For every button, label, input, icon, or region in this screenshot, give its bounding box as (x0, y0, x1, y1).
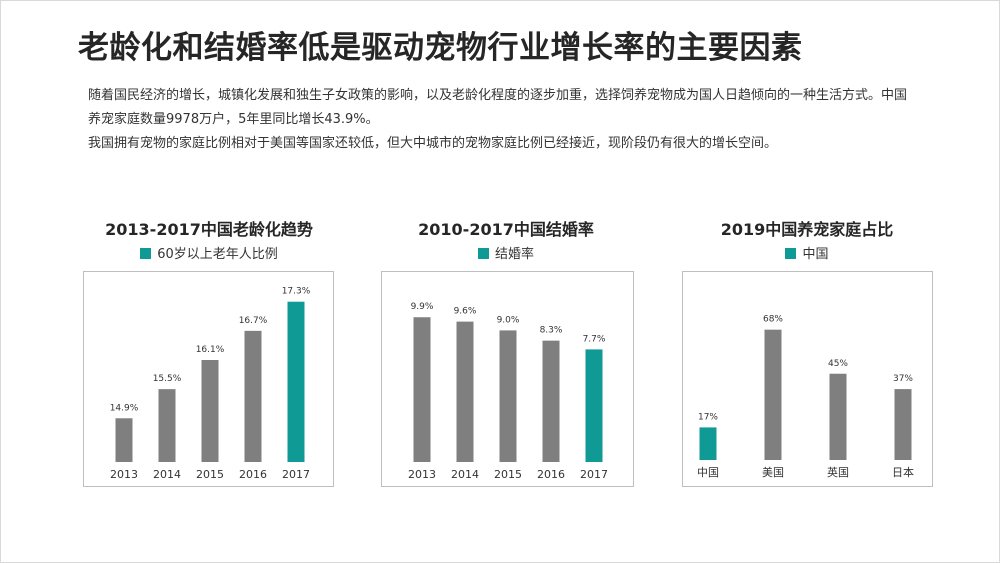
x-tick-label: 英国 (827, 465, 849, 479)
x-tick-label: 2014 (153, 468, 181, 481)
chart-2-legend: 结婚率 (381, 243, 631, 262)
bar-日本 (894, 389, 912, 460)
legend-swatch (477, 248, 489, 259)
chart-1-legend-label: 60岁以上老年人比例 (157, 247, 278, 262)
data-label: 16.7% (239, 316, 268, 326)
x-tick-label: 2015 (494, 468, 522, 481)
bar-2014 (456, 321, 474, 462)
chart-1-plot: 14.9% 2013 15.5% 2014 16.1% 2015 16.7% 2016 17.3… (110, 287, 311, 481)
data-label: 37% (893, 374, 913, 384)
bar-2015 (499, 330, 517, 462)
bar-中国 (699, 427, 717, 460)
intro-paragraph: 随着国民经济的增长，城镇化发展和独生子女政策的影响，以及老龄化程度的逐步加重，选… (88, 88, 908, 127)
chart-2-plot: 9.9% 2013 9.6% 2014 9.0% 2015 8.3% 2016 7.7% 2017 (408, 302, 608, 481)
chart-3-legend: 中国 (682, 243, 932, 262)
chart-1-legend: 60岁以上老年人比例 (84, 243, 334, 262)
data-label: 17.3% (282, 287, 311, 297)
bar-2017 (585, 349, 603, 462)
chart-2-title: 2010-2017中国结婚率 (418, 220, 594, 239)
chart-1-title: 2013-2017中国老龄化趋势 (105, 220, 313, 239)
x-tick-label: 中国 (697, 466, 719, 479)
bar-2014 (158, 389, 176, 462)
x-tick-label: 2017 (282, 468, 310, 481)
chart-3-legend-label: 中国 (802, 247, 829, 262)
legend-swatch (785, 248, 797, 259)
chart-3-plot: 17% 中国 68% 美国 45% 英国 37% 日本 (697, 315, 914, 479)
bar-英国 (829, 373, 847, 460)
data-label: 16.1% (196, 345, 225, 355)
chart-2-box: 9.9% 2013 9.6% 2014 9.0% 2015 8.3% 2016 7.7% 2017 (381, 271, 634, 487)
bar-2016 (244, 330, 262, 462)
chart-1-box: 14.9% 2013 15.5% 2014 16.1% 2015 16.7% 2016 17.3… (83, 271, 334, 487)
data-label: 9.9% (411, 302, 434, 312)
comparison-paragraph: 我国拥有宠物的家庭比例相对于美国等国家还较低，但大中城市的宠物家庭比例已经接近，… (88, 136, 778, 151)
data-label: 9.6% (454, 307, 477, 317)
data-label: 14.9% (110, 403, 139, 413)
bar-2017 (287, 301, 305, 462)
data-label: 45% (828, 359, 848, 369)
data-label: 68% (763, 315, 783, 325)
x-tick-label: 2013 (408, 468, 436, 481)
x-tick-label: 2017 (580, 468, 608, 481)
x-tick-label: 2016 (537, 468, 565, 481)
bar-美国 (764, 329, 782, 460)
data-label: 9.0% (497, 315, 520, 325)
data-label: 17% (698, 412, 718, 422)
data-label: 8.3% (540, 326, 563, 336)
bar-2013 (413, 317, 431, 462)
x-tick-label: 2015 (196, 468, 224, 481)
bar-2015 (201, 360, 219, 462)
legend-swatch (140, 248, 152, 259)
chart-3-title: 2019中国养宠家庭占比 (720, 220, 894, 239)
x-tick-label: 2013 (110, 468, 138, 481)
x-tick-label: 美国 (762, 466, 784, 479)
x-tick-label: 日本 (892, 465, 914, 479)
slide-title: 老龄化和结婚率低是驱动宠物行业增长率的主要因素 (78, 30, 803, 66)
x-tick-label: 2016 (239, 468, 267, 481)
x-tick-label: 2014 (451, 468, 479, 481)
bar-2013 (115, 418, 133, 462)
data-label: 15.5% (153, 374, 182, 384)
chart-2-legend-label: 结婚率 (494, 247, 534, 262)
bar-2016 (542, 340, 560, 462)
data-label: 7.7% (583, 334, 606, 344)
chart-3-box: 17% 中国 68% 美国 45% 英国 37% 日本 (682, 271, 933, 487)
